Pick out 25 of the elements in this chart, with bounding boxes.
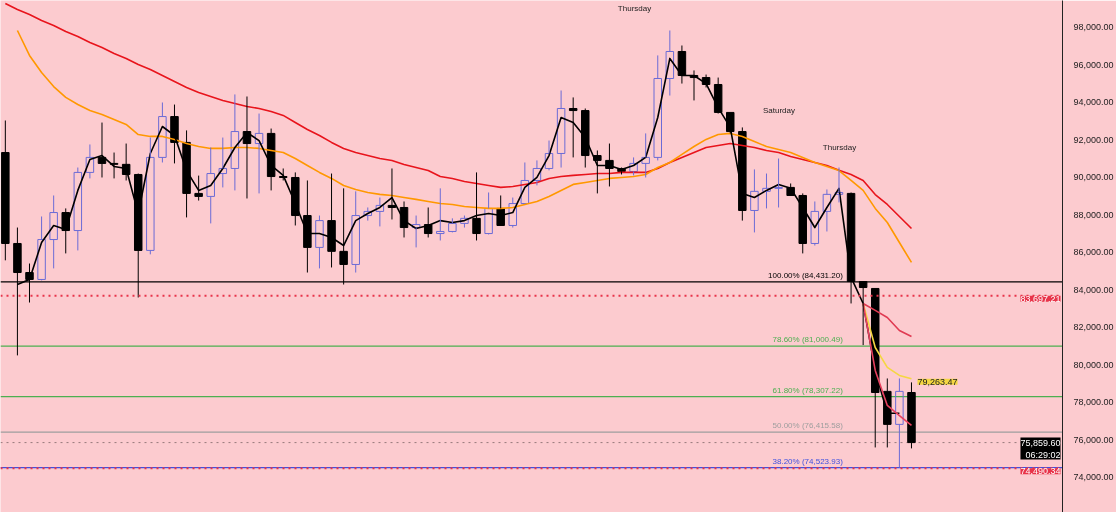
data-label: 79,263.47 [917, 376, 958, 387]
y-tick-label: 86,000.00 [1073, 247, 1114, 258]
y-tick-label: 98,000.00 [1073, 22, 1114, 33]
y-tick-label: 84,000.00 [1073, 284, 1114, 295]
y-tick-label: 76,000.00 [1073, 434, 1114, 445]
ref-line-label: 50.00% (76,415.58) [772, 421, 844, 431]
ref-line-label: 38.20% (74,523.93) [772, 456, 844, 466]
y-tick-label: 96,000.00 [1073, 59, 1114, 70]
annotation: Thursday [617, 3, 652, 13]
annotation: Saturday [762, 106, 795, 116]
y-tick-label: 88,000.00 [1073, 209, 1114, 220]
y-tick-label: 78,000.00 [1073, 397, 1114, 408]
ref-line-label: 75,859.60 06:29:02 [1020, 437, 1061, 460]
ref-line-label: 100.00% (84,431.20) [768, 270, 844, 280]
y-tick-label: 94,000.00 [1073, 97, 1114, 108]
ref-line-label: 78.60% (81,000.49) [772, 335, 844, 345]
annotation: Thursday [822, 143, 857, 153]
y-tick-label: 92,000.00 [1073, 134, 1114, 145]
ref-line-label: 61.80% (78,307.22) [772, 385, 844, 395]
y-tick-label: 74,000.00 [1073, 472, 1114, 483]
ref-line-label: 74,490.34 [1020, 466, 1061, 477]
y-tick-label: 80,000.00 [1073, 359, 1114, 370]
y-tick-label: 82,000.00 [1073, 322, 1114, 333]
y-tick-label: 90,000.00 [1073, 172, 1114, 183]
ref-line-label: 83,697.21 [1020, 293, 1061, 304]
